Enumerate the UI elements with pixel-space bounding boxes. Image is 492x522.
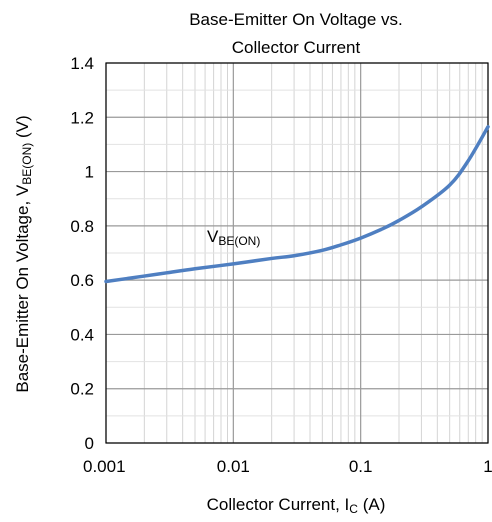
series-annotation-main: V <box>207 227 219 246</box>
series-line-vbe-on <box>104 125 490 284</box>
chart-title-line2: Collector Current <box>232 38 361 57</box>
chart-title-line1: Base-Emitter On Voltage vs. <box>189 10 403 29</box>
x-tick-label: 0.1 <box>349 457 373 476</box>
grid-minor <box>106 63 488 443</box>
plot-frame <box>105 62 489 444</box>
series-annotation: VBE(ON) <box>207 227 260 248</box>
x-tick-label: 0.001 <box>83 457 126 476</box>
y-axis-label-main: Base-Emitter On Voltage, V <box>13 184 32 393</box>
x-tick-label: 0.01 <box>217 457 250 476</box>
x-tick-label: 1 <box>483 457 492 476</box>
x-tick-labels: 0.001 0.01 0.1 1 <box>83 457 492 476</box>
y-tick-labels: 0 0.2 0.4 0.6 0.8 1 1.2 1.4 <box>70 54 94 453</box>
y-tick-label: 0.4 <box>70 325 94 344</box>
x-axis-label-unit: (A) <box>358 495 385 514</box>
series-annotation-sub: BE(ON) <box>218 234 260 248</box>
y-tick-label: 0.6 <box>70 271 94 290</box>
y-tick-label: 0.2 <box>70 380 94 399</box>
x-axis-label-sub: C <box>349 502 358 516</box>
y-axis-label-sub: BE(ON) <box>20 143 34 185</box>
y-tick-label: 1 <box>85 163 94 182</box>
x-axis-label: Collector Current, IC (A) <box>207 495 386 516</box>
y-tick-label: 0 <box>85 434 94 453</box>
y-tick-label: 1.4 <box>70 54 94 73</box>
y-tick-label: 1.2 <box>70 108 94 127</box>
y-tick-label: 0.8 <box>70 217 94 236</box>
x-axis-label-main: Collector Current, I <box>207 495 350 514</box>
y-axis-label: Base-Emitter On Voltage, VBE(ON) (V) <box>13 115 34 392</box>
grid-major <box>105 62 489 444</box>
y-axis-label-unit: (V) <box>13 115 32 142</box>
